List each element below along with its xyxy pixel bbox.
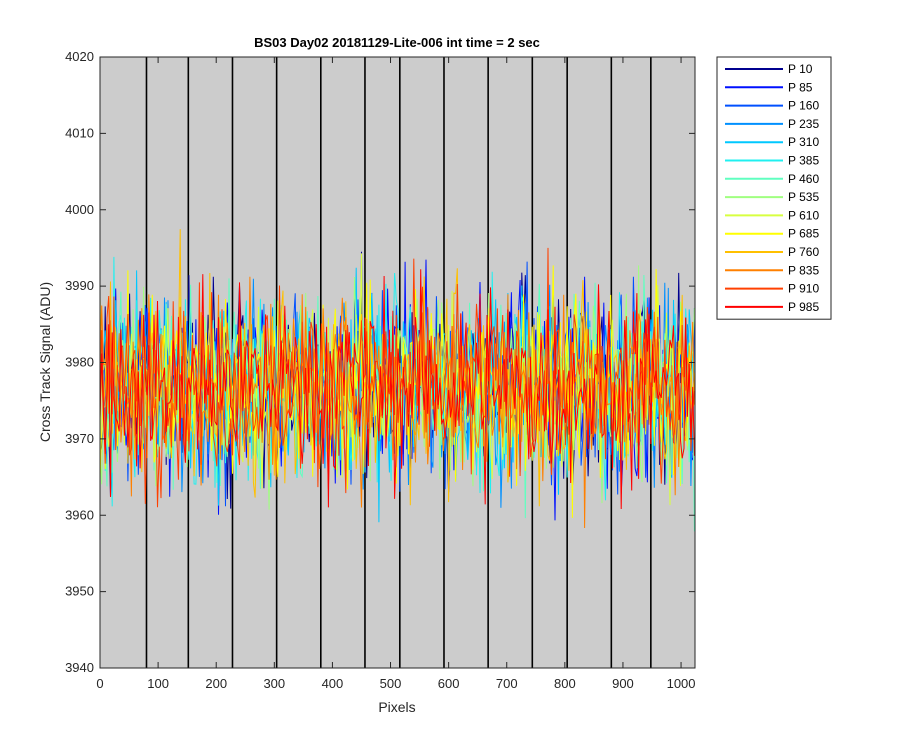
legend-label: P 685 (788, 227, 819, 241)
y-tick-label: 4000 (65, 202, 94, 217)
y-tick-label: 4020 (65, 49, 94, 64)
legend-label: P 460 (788, 172, 819, 186)
legend-label: P 535 (788, 190, 819, 204)
y-tick-label: 3950 (65, 584, 94, 599)
series-line (99, 261, 695, 507)
series-line (99, 269, 695, 510)
x-tick-label: 400 (322, 676, 344, 691)
y-tick-label: 3990 (65, 278, 94, 293)
legend-label: P 235 (788, 117, 819, 131)
legend-label: P 10 (788, 62, 813, 76)
y-tick-label: 3940 (65, 660, 94, 675)
legend-label: P 835 (788, 263, 819, 277)
y-tick-label: 3970 (65, 431, 94, 446)
legend-label: P 760 (788, 245, 819, 259)
x-tick-label: 300 (263, 676, 285, 691)
y-tick-label: 3960 (65, 507, 94, 522)
legend-label: P 610 (788, 208, 819, 222)
legend-label: P 160 (788, 99, 819, 113)
x-tick-label: 500 (380, 676, 402, 691)
x-tick-label: 1000 (667, 676, 696, 691)
y-tick-label: 4010 (65, 125, 94, 140)
x-tick-label: 900 (612, 676, 634, 691)
legend: P 10 P 85 P 160 P 235 P 310 P 385 P 460 P 535 P … (716, 56, 832, 320)
legend-label: P 910 (788, 282, 819, 296)
x-tick-label: 0 (96, 676, 103, 691)
y-axis-label: Cross Track Signal (ADU) (37, 282, 53, 442)
legend-label: P 385 (788, 154, 819, 168)
y-tick-label: 3980 (65, 355, 94, 370)
x-axis: 0 100 200 300 400 500 600 700 800 900 1000 (96, 57, 696, 691)
x-tick-label: 700 (496, 676, 518, 691)
legend-box (716, 56, 832, 320)
series-line (99, 247, 695, 508)
legend-label: P 310 (788, 135, 819, 149)
legend-label: P 85 (788, 80, 813, 94)
chart-title: BS03 Day02 20181129-Lite-006 int time = … (254, 35, 540, 50)
x-tick-label: 100 (147, 676, 169, 691)
y-axis: 3940 3950 3960 3970 3980 3990 4000 4010 4020 (65, 49, 695, 675)
legend-label: P 985 (788, 300, 819, 314)
x-axis-label: Pixels (378, 699, 415, 715)
x-tick-label: 600 (438, 676, 460, 691)
series-group (99, 229, 695, 532)
x-tick-label: 800 (554, 676, 576, 691)
x-tick-label: 200 (205, 676, 227, 691)
